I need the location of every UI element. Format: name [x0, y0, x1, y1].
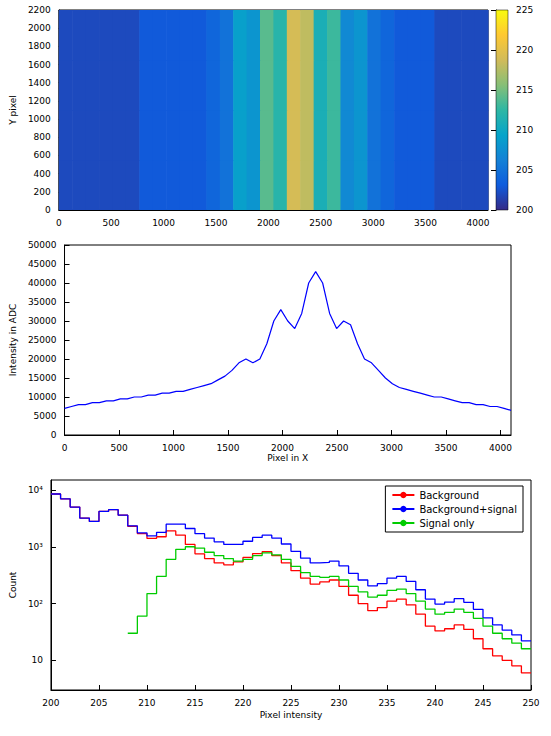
svg-text:1500: 1500 — [205, 218, 228, 228]
svg-text:225: 225 — [282, 698, 299, 708]
svg-text:30000: 30000 — [28, 316, 57, 326]
svg-text:Signal only: Signal only — [419, 518, 474, 529]
svg-text:Count: Count — [8, 571, 18, 598]
svg-text:400: 400 — [34, 169, 51, 179]
svg-text:220: 220 — [516, 45, 533, 55]
svg-text:3000: 3000 — [380, 443, 403, 453]
svg-text:Pixel in X: Pixel in X — [267, 453, 308, 463]
svg-text:220: 220 — [234, 698, 251, 708]
svg-text:35000: 35000 — [28, 297, 57, 307]
svg-text:1600: 1600 — [28, 60, 51, 70]
svg-text:0: 0 — [62, 443, 68, 453]
svg-text:0: 0 — [56, 218, 62, 228]
svg-text:500: 500 — [103, 218, 120, 228]
svg-text:3500: 3500 — [435, 443, 458, 453]
svg-text:0: 0 — [51, 430, 57, 440]
svg-text:2000: 2000 — [271, 443, 294, 453]
svg-text:20000: 20000 — [28, 354, 57, 364]
svg-text:215: 215 — [516, 85, 533, 95]
svg-text:205: 205 — [90, 698, 107, 708]
svg-text:205: 205 — [516, 165, 533, 175]
svg-text:1200: 1200 — [28, 96, 51, 106]
svg-text:1400: 1400 — [28, 78, 51, 88]
svg-text:Background: Background — [419, 490, 479, 501]
svg-text:0: 0 — [45, 205, 51, 215]
svg-text:5000: 5000 — [34, 411, 57, 421]
svg-text:500: 500 — [110, 443, 127, 453]
svg-text:1500: 1500 — [217, 443, 240, 453]
svg-text:3000: 3000 — [362, 218, 385, 228]
svg-text:4000: 4000 — [466, 218, 489, 228]
svg-text:10⁴: 10⁴ — [28, 485, 43, 495]
svg-text:1800: 1800 — [28, 41, 51, 51]
svg-text:25000: 25000 — [28, 335, 57, 345]
svg-text:50000: 50000 — [28, 240, 57, 250]
svg-text:240: 240 — [426, 698, 443, 708]
svg-text:10³: 10³ — [28, 542, 43, 552]
svg-text:45000: 45000 — [28, 259, 57, 269]
svg-text:2500: 2500 — [309, 218, 332, 228]
svg-text:Y pixel: Y pixel — [8, 95, 18, 126]
svg-text:Intensity in ADC: Intensity in ADC — [8, 304, 18, 376]
svg-text:10²: 10² — [28, 599, 43, 609]
svg-text:Pixel intensity: Pixel intensity — [260, 710, 323, 720]
svg-text:2200: 2200 — [28, 5, 51, 15]
svg-text:230: 230 — [330, 698, 347, 708]
svg-text:200: 200 — [42, 698, 59, 708]
svg-text:235: 235 — [378, 698, 395, 708]
svg-text:3500: 3500 — [414, 218, 437, 228]
svg-text:215: 215 — [186, 698, 203, 708]
svg-text:1000: 1000 — [162, 443, 185, 453]
svg-text:10: 10 — [32, 655, 44, 665]
svg-text:40000: 40000 — [28, 278, 57, 288]
svg-text:250: 250 — [522, 698, 539, 708]
svg-text:4000: 4000 — [489, 443, 512, 453]
svg-text:2500: 2500 — [326, 443, 349, 453]
svg-text:Background+signal: Background+signal — [419, 504, 517, 515]
svg-text:2000: 2000 — [257, 218, 280, 228]
svg-text:15000: 15000 — [28, 373, 57, 383]
svg-text:10000: 10000 — [28, 392, 57, 402]
svg-text:1000: 1000 — [28, 114, 51, 124]
svg-text:210: 210 — [138, 698, 155, 708]
svg-text:800: 800 — [34, 132, 51, 142]
svg-text:200: 200 — [516, 205, 533, 215]
svg-text:1000: 1000 — [152, 218, 175, 228]
svg-text:210: 210 — [516, 125, 533, 135]
svg-text:225: 225 — [516, 5, 533, 15]
svg-text:600: 600 — [34, 150, 51, 160]
svg-text:245: 245 — [474, 698, 491, 708]
svg-text:2000: 2000 — [28, 23, 51, 33]
svg-text:200: 200 — [34, 187, 51, 197]
